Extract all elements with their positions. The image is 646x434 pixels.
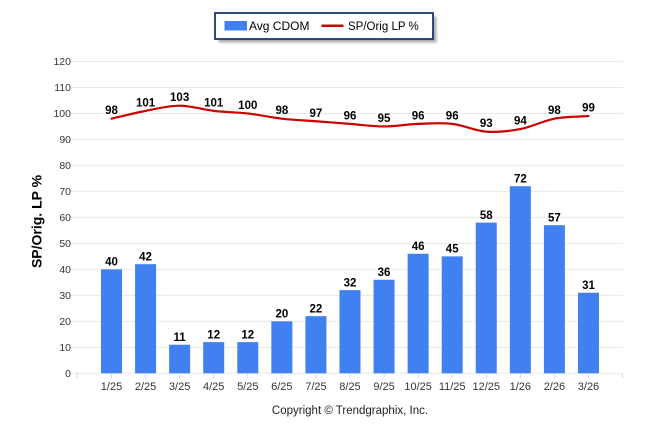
svg-text:12: 12 (207, 329, 220, 341)
svg-text:1/25: 1/25 (101, 381, 122, 393)
svg-text:4/25: 4/25 (203, 381, 224, 393)
svg-text:96: 96 (344, 110, 357, 122)
svg-text:110: 110 (54, 82, 71, 94)
svg-text:8/25: 8/25 (339, 381, 360, 393)
svg-text:12/25: 12/25 (473, 381, 501, 393)
svg-text:3/25: 3/25 (169, 381, 190, 393)
svg-text:2/26: 2/26 (544, 381, 565, 393)
svg-text:42: 42 (139, 251, 152, 263)
svg-text:SP/Orig LP %: SP/Orig LP % (348, 21, 419, 33)
svg-text:10/25: 10/25 (404, 381, 432, 393)
svg-text:98: 98 (105, 105, 118, 117)
svg-text:50: 50 (59, 238, 71, 250)
svg-text:96: 96 (412, 110, 425, 122)
svg-text:20: 20 (59, 316, 71, 328)
svg-text:100: 100 (53, 108, 71, 120)
svg-text:46: 46 (412, 241, 425, 253)
svg-text:103: 103 (170, 92, 189, 104)
svg-text:101: 101 (204, 97, 224, 109)
svg-text:SP/Orig. LP %: SP/Orig. LP % (29, 174, 45, 268)
svg-text:95: 95 (378, 113, 391, 125)
svg-text:2/25: 2/25 (135, 381, 156, 393)
svg-text:40: 40 (105, 257, 118, 269)
svg-text:58: 58 (480, 210, 493, 222)
svg-text:80: 80 (59, 160, 71, 172)
svg-text:Copyright © Trendgraphix, Inc.: Copyright © Trendgraphix, Inc. (272, 405, 428, 417)
svg-text:10: 10 (59, 342, 71, 354)
svg-text:7/25: 7/25 (305, 381, 326, 393)
svg-text:31: 31 (582, 280, 595, 292)
svg-text:12: 12 (241, 329, 254, 341)
svg-text:93: 93 (480, 118, 493, 130)
svg-text:0: 0 (65, 368, 71, 380)
svg-text:36: 36 (378, 267, 391, 279)
svg-text:Avg CDOM: Avg CDOM (249, 19, 309, 33)
svg-text:1/26: 1/26 (510, 381, 531, 393)
svg-text:94: 94 (514, 116, 527, 128)
svg-text:20: 20 (275, 309, 288, 321)
svg-text:98: 98 (275, 105, 288, 117)
svg-text:40: 40 (59, 264, 71, 276)
svg-text:11/25: 11/25 (439, 381, 466, 393)
svg-text:11: 11 (174, 332, 187, 344)
svg-text:72: 72 (514, 173, 527, 185)
svg-text:96: 96 (446, 110, 459, 122)
svg-text:57: 57 (548, 212, 561, 224)
svg-text:6/25: 6/25 (271, 381, 292, 393)
svg-text:22: 22 (310, 303, 323, 315)
svg-text:45: 45 (446, 244, 459, 256)
svg-text:100: 100 (238, 100, 257, 112)
svg-text:120: 120 (53, 56, 71, 68)
svg-text:70: 70 (59, 186, 71, 198)
svg-text:90: 90 (59, 134, 71, 146)
svg-text:32: 32 (344, 277, 357, 289)
svg-text:3/26: 3/26 (578, 381, 599, 393)
svg-text:98: 98 (548, 105, 561, 117)
svg-text:101: 101 (136, 97, 156, 109)
svg-text:5/25: 5/25 (237, 381, 258, 393)
svg-text:99: 99 (582, 103, 595, 115)
svg-text:97: 97 (310, 108, 323, 120)
svg-text:9/25: 9/25 (373, 381, 394, 393)
svg-text:30: 30 (59, 290, 71, 302)
svg-text:60: 60 (59, 212, 71, 224)
